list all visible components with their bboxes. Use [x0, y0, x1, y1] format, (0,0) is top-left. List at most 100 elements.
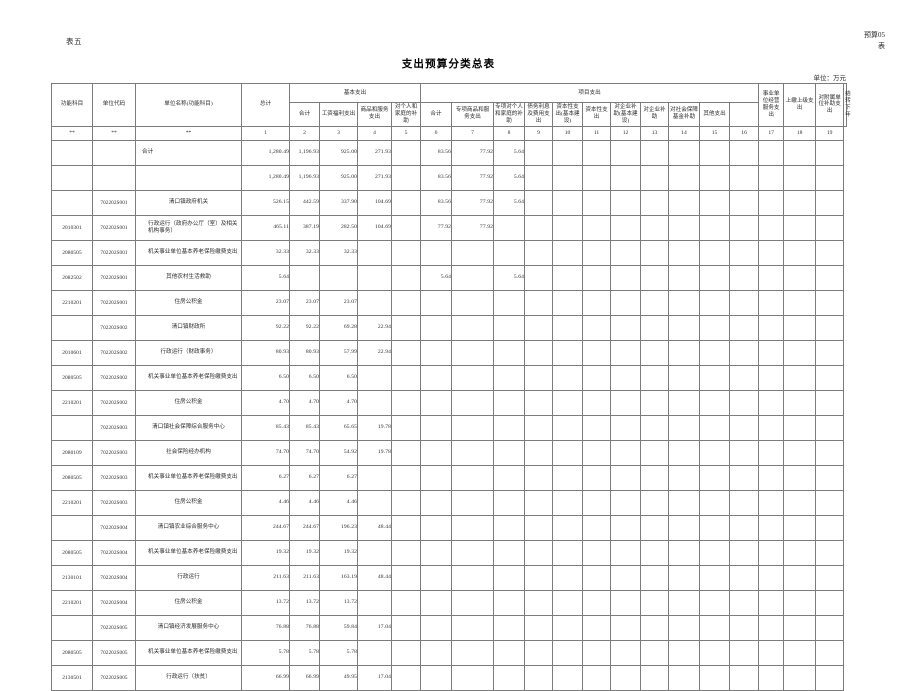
- cell-upper: [758, 589, 785, 616]
- cell-project-capital: [582, 339, 612, 366]
- cell-carryover: [815, 189, 845, 216]
- cell-unit-code: 702202S005: [92, 639, 136, 666]
- cell-project-enterprise: [640, 464, 670, 491]
- cell-unit-name: 住房公积金: [135, 289, 242, 316]
- cell-project-capital: [582, 264, 612, 291]
- cell-project-capital: [582, 289, 612, 316]
- cell-project-social-fund: [668, 414, 701, 441]
- cell-operating: [729, 414, 760, 441]
- cell-project-goods: [451, 264, 495, 291]
- cell-basic-total: 4.70: [289, 389, 320, 416]
- cell-upper: [758, 439, 785, 466]
- cell-upper: [758, 389, 785, 416]
- budget-table-container: 功能科目 单位代码 单位名称(功能科目) 总计 基本支出 项目支出 事业单位经营…: [51, 83, 851, 691]
- cell-project-capital-construction: [552, 439, 584, 466]
- cell-unit-name: 机关事业单位基本养老保险缴费支出: [135, 364, 242, 391]
- cell-project-personal: [493, 589, 526, 616]
- cell-project-personal: [493, 214, 526, 241]
- budget-table-body: 合计 1,280.49 1,196.93 925.00 271.93 83.56 77.92…: [51, 139, 847, 691]
- cell-unit-name: 机关事业单位基本养老保险缴费支出: [135, 239, 242, 266]
- cell-basic-goods: 22.94: [357, 314, 392, 341]
- cell-subordinate: [783, 614, 817, 641]
- cell-basic-goods: [357, 464, 392, 491]
- cell-basic-personal: [390, 564, 422, 591]
- cell-project-debt: [524, 264, 554, 291]
- budget-report-page: 表五 预算05 表 支出预算分类总表 单位：万元 功能科目 单位代码 单位名称(…: [51, 31, 885, 691]
- cell-basic-salary: 57.99: [319, 339, 358, 366]
- cell-project-enterprise: [640, 389, 670, 416]
- cell-project-enterprise: [640, 589, 670, 616]
- cell-project-enterprise: [640, 514, 670, 541]
- colnum-cell: 19: [815, 125, 845, 141]
- cell-project-capital: [582, 464, 612, 491]
- cell-subordinate: [783, 214, 817, 241]
- cell-function-code: 2210201: [51, 489, 93, 516]
- cell-project-capital: [582, 139, 612, 166]
- colnum-cell: 6: [420, 125, 453, 141]
- cell-project-enterprise-construction: [610, 639, 642, 666]
- cell-basic-goods: [357, 364, 392, 391]
- cell-project-other: [699, 439, 731, 466]
- cell-operating: [729, 364, 760, 391]
- cell-basic-salary: 6.50: [319, 364, 358, 391]
- cell-basic-total: 244.67: [289, 514, 320, 541]
- cell-project-personal: [493, 239, 526, 266]
- cell-project-total: [420, 589, 453, 616]
- cell-operating: [729, 339, 760, 366]
- cell-upper: [758, 139, 785, 166]
- th-project-enterprise-construction: 对企业补助(基本建设): [610, 102, 642, 127]
- table-row: 2080505 702202S001 机关事业单位基本养老保险缴费支出 32.33 32…: [51, 239, 847, 266]
- cell-project-personal: [493, 614, 526, 641]
- cell-project-other: [699, 389, 731, 416]
- cell-unit-code: 702202S002: [92, 339, 136, 366]
- cell-project-other: [699, 164, 731, 191]
- cell-operating: [729, 514, 760, 541]
- cell-project-capital: [582, 439, 612, 466]
- cell-total: 74.70: [241, 439, 290, 466]
- cell-total: 5.64: [241, 264, 290, 291]
- cell-unit-name: 行政运行: [135, 564, 242, 591]
- cell-subordinate: [783, 314, 817, 341]
- cell-subordinate: [783, 264, 817, 291]
- cell-project-enterprise-construction: [610, 164, 642, 191]
- cell-project-social-fund: [668, 664, 701, 691]
- cell-basic-salary: 6.27: [319, 464, 358, 491]
- cell-project-goods: [451, 664, 495, 691]
- cell-project-capital-construction: [552, 614, 584, 641]
- cell-basic-total: 1,196.93: [289, 164, 320, 191]
- cell-basic-salary: [319, 264, 358, 291]
- cell-project-goods: [451, 439, 495, 466]
- cell-project-social-fund: [668, 214, 701, 241]
- cell-project-debt: [524, 239, 554, 266]
- cell-project-other: [699, 514, 731, 541]
- cell-project-personal: [493, 539, 526, 566]
- colnum-cell: 5: [390, 125, 422, 141]
- cell-basic-salary: 13.72: [319, 589, 358, 616]
- cell-project-goods: 77.92: [451, 139, 495, 166]
- cell-project-other: [699, 414, 731, 441]
- cell-unit-code: [92, 164, 136, 191]
- table-row: 2210201 702202S004 住房公积金 13.72 13.72 13.72: [51, 589, 847, 616]
- cell-operating: [729, 639, 760, 666]
- colnum-cell: 1: [241, 125, 290, 141]
- cell-carryover: [815, 139, 845, 166]
- cell-total: 23.07: [241, 289, 290, 316]
- cell-carryover: [815, 239, 845, 266]
- cell-unit-name: [135, 164, 242, 191]
- cell-basic-total: 4.46: [289, 489, 320, 516]
- cell-project-debt: [524, 339, 554, 366]
- cell-unit-code: 702202S001: [92, 189, 136, 216]
- cell-project-other: [699, 639, 731, 666]
- cell-basic-total: 80.93: [289, 339, 320, 366]
- cell-project-social-fund: [668, 439, 701, 466]
- cell-function-code: [51, 514, 93, 541]
- cell-carryover: [815, 514, 845, 541]
- cell-project-social-fund: [668, 639, 701, 666]
- cell-project-other: [699, 564, 731, 591]
- cell-basic-total: 6.27: [289, 464, 320, 491]
- cell-function-code: 2080109: [51, 439, 93, 466]
- cell-project-goods: [451, 289, 495, 316]
- cell-function-code: 2010601: [51, 339, 93, 366]
- cell-project-enterprise-construction: [610, 189, 642, 216]
- cell-subordinate: [783, 189, 817, 216]
